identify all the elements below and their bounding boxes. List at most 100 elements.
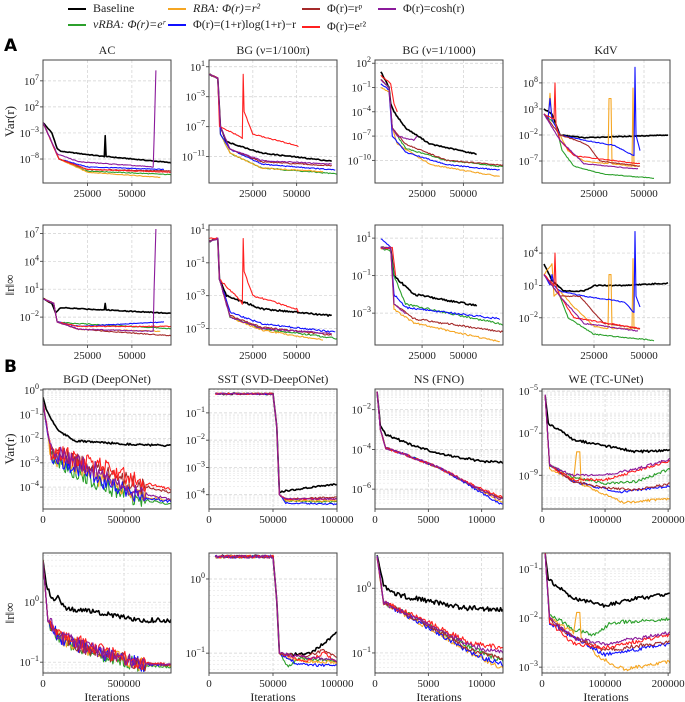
y-tick-label: 10−2 (185, 432, 205, 447)
y-tick-label: 10−4 (185, 487, 205, 502)
plot-area (376, 554, 503, 669)
y-tick-label: 101 (190, 222, 205, 237)
y-tick-label: 10−1 (351, 80, 371, 95)
legend-item-baseline: Baseline (68, 1, 134, 16)
x-tick-label: 0 (372, 514, 378, 526)
y-tick-label: 107 (24, 225, 39, 240)
x-axis-label: Iterations (84, 690, 130, 702)
y-tick-label: 100 (24, 382, 39, 397)
y-tick-label: 10−4 (351, 104, 371, 119)
series-line-er2 (544, 553, 670, 650)
series-line-rba (380, 246, 500, 343)
series-line-rp (544, 396, 670, 492)
series-line-baseline (544, 395, 670, 454)
series-line-log (43, 561, 171, 673)
plot-area (209, 73, 337, 175)
subplot-5: 107 104 101 10−2 25000 50000 ‖r‖∞ (2, 224, 172, 362)
series-line-er2 (544, 395, 670, 482)
x-tick-label: 25000 (580, 350, 608, 362)
series-line-er2 (209, 73, 299, 148)
y-tick-label: 10−5 (518, 383, 538, 398)
axes-frame (208, 224, 338, 346)
plot-area (209, 237, 337, 341)
series-line-vrba (543, 274, 655, 342)
legend-label: Baseline (93, 1, 135, 15)
x-tick-label: 100000 (589, 678, 623, 690)
x-tick-label: 25000 (408, 188, 436, 200)
y-tick-label: 10−2 (518, 310, 538, 325)
subplot-9: 100 10−1 10−2 10−3 10−4 0 500000 BGD (DeepONet)… (2, 372, 172, 526)
series-line-log (214, 554, 337, 668)
series-line-rp (543, 113, 641, 167)
axes-frame (374, 59, 504, 184)
legend-label: Φ(r)=cosh(r) (403, 1, 465, 15)
x-tick-label: 50000 (450, 350, 478, 362)
series-line-baseline (43, 297, 171, 315)
y-axis-label: Var(r) (2, 106, 17, 137)
series-line-rba (544, 553, 670, 672)
subplot-title: BGD (DeepONet) (63, 372, 151, 386)
series-line-baseline (380, 71, 478, 156)
x-tick-label: 50000 (283, 350, 311, 362)
y-tick-label: 10−3 (185, 89, 205, 104)
series-line-rba (209, 73, 324, 173)
series-line-cosh (544, 394, 670, 477)
series-line-baseline (380, 246, 478, 307)
subplot-title: KdV (594, 43, 618, 57)
series-line-vrba (543, 113, 655, 179)
x-tick-label: 0 (40, 678, 46, 690)
y-tick-label: 10−1 (351, 268, 371, 283)
y-tick-label: 10−4 (351, 441, 371, 456)
y-tick-label: 103 (523, 101, 538, 116)
plot-area (43, 228, 171, 337)
axes-frame (208, 552, 338, 674)
section-label-a: A (4, 36, 18, 56)
x-tick-label: 50000 (118, 188, 146, 200)
series-line-baseline (543, 263, 669, 293)
subplot-10: 10−1 10−2 10−3 10−40 50000 100000 SST (SVD-Dee… (185, 372, 354, 526)
x-tick-label: 0 (206, 678, 212, 690)
series-line-log (543, 230, 641, 313)
x-tick-label: 500000 (108, 514, 142, 526)
subplot-6: 101 10−1 10−3 10−5 25000 50000 (185, 222, 338, 362)
legend-item-log: Φ(r)=(1+r)log(1+r)−r (168, 17, 296, 32)
x-tick-label: 50000 (450, 188, 478, 200)
series-line-cosh (43, 401, 171, 501)
plot-area (543, 66, 669, 179)
x-tick-label: 25000 (239, 188, 267, 200)
x-tick-label: 50000 (283, 188, 311, 200)
y-tick-label: 100 (190, 571, 205, 586)
y-tick-label: 10−4 (19, 479, 39, 494)
y-tick-label: 10−1 (518, 561, 538, 576)
legend-swatch (168, 7, 186, 10)
x-tick-label: 200000 (652, 514, 685, 526)
subplot-title: BG (ν=1/100π) (236, 43, 309, 57)
y-tick-label: 10−1 (351, 645, 371, 660)
x-tick-label: 25000 (74, 350, 102, 362)
series-line-vrba (380, 78, 503, 168)
series-line-rp (380, 79, 503, 167)
x-tick-label: 50000 (259, 678, 287, 690)
subplot-title: WE (TC-UNet) (569, 372, 644, 386)
legend-item-vrba: vRBA: Φ(r)=eʳ (68, 17, 165, 32)
series-line-rp (380, 246, 503, 333)
y-tick-label: 100 (24, 594, 39, 609)
series-line-cosh (43, 228, 157, 333)
series-line-vrba (43, 401, 171, 507)
x-tick-label: 0 (539, 514, 545, 526)
axes-frame (42, 224, 172, 346)
subplot-title: BG (ν=1/1000) (402, 43, 475, 57)
series-line-vrba (544, 553, 670, 637)
series-line-cosh (43, 70, 157, 168)
series-line-log (380, 238, 501, 321)
x-tick-label: 25000 (74, 188, 102, 200)
legend-swatch (68, 23, 86, 26)
y-tick-label: 107 (24, 73, 39, 88)
x-axis-label: Iterations (250, 690, 296, 702)
series-line-cosh (380, 79, 418, 141)
y-tick-label: 10−3 (185, 459, 205, 474)
subplot-7: 101 10−1 10−3 25000 50000 (351, 224, 504, 362)
series-line-rba (543, 87, 641, 168)
axes-frame (541, 388, 671, 510)
y-tick-label: 10−5 (185, 321, 205, 336)
